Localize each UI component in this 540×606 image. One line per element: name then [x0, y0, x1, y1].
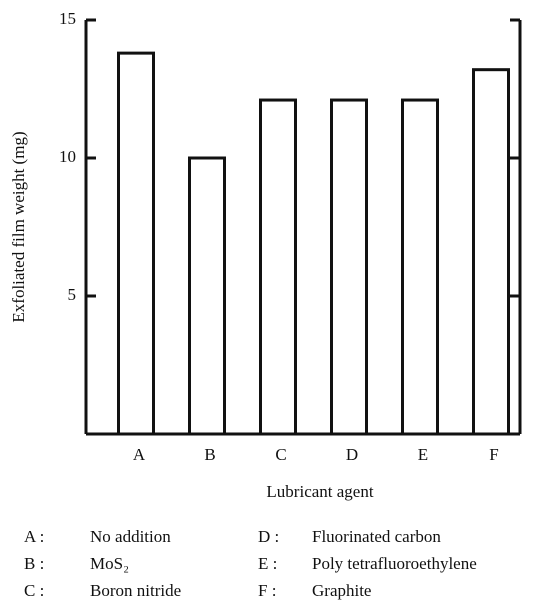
legend-key: C : [24, 581, 44, 600]
legend-key: D : [258, 527, 279, 546]
y-axis-label: Exfoliated film weight (mg) [9, 131, 28, 322]
x-tick-label: E [418, 445, 428, 464]
bar [472, 68, 510, 436]
legend-label: Fluorinated carbon [312, 527, 441, 546]
x-tick-label: F [489, 445, 498, 464]
bar [401, 98, 439, 436]
y-tick-label: 15 [59, 9, 76, 28]
x-axis-label: Lubricant agent [266, 482, 373, 501]
legend-key: E : [258, 554, 277, 573]
bar [330, 98, 368, 436]
y-tick-label: 10 [59, 147, 76, 166]
legend-label: Boron nitride [90, 581, 181, 600]
legend-label: MoS₂ [90, 554, 129, 573]
bar [259, 98, 297, 436]
bar [188, 156, 226, 436]
x-tick-label: B [204, 445, 215, 464]
x-tick-label: A [133, 445, 146, 464]
legend-label: No addition [90, 527, 171, 546]
legend-key: A : [24, 527, 44, 546]
y-tick-label: 5 [68, 285, 77, 304]
bar [117, 51, 155, 436]
x-tick-label: C [275, 445, 286, 464]
legend-label: Graphite [312, 581, 371, 600]
legend-key: F : [258, 581, 276, 600]
x-tick-label: D [346, 445, 358, 464]
legend-label: Poly tetrafluoroethylene [312, 554, 477, 573]
legend-key: B : [24, 554, 44, 573]
